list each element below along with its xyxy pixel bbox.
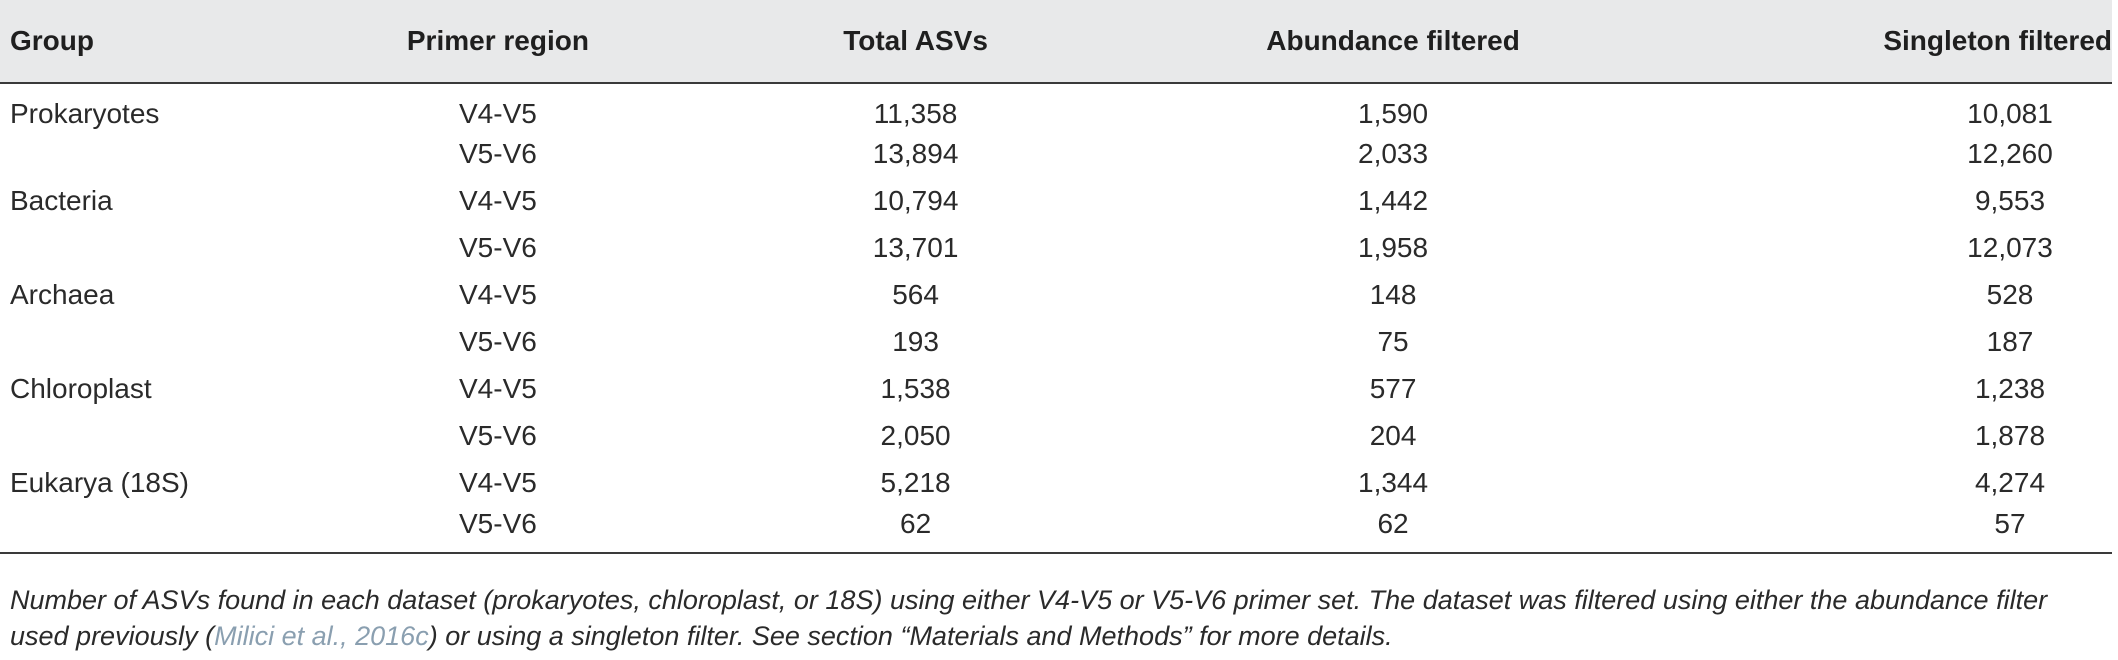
table-header: Group Primer region Total ASVs Abundance…: [0, 0, 2112, 84]
cell-singleton-wrap: 9,553: [1642, 177, 2112, 224]
cell-singleton: 9,553: [1974, 184, 2046, 216]
header-row: Group Primer region Total ASVs Abundance…: [0, 0, 2112, 84]
asv-table: Group Primer region Total ASVs Abundance…: [0, 0, 2112, 554]
cell-primer: V4-V5: [459, 466, 537, 498]
table-row: V5-V6 13,701 1,958 12,073: [0, 224, 2112, 271]
table-row: Archaea V4-V5 564 148 528: [0, 271, 2112, 318]
cell-singleton-wrap: 528: [1642, 271, 2112, 318]
cell-group: [0, 506, 309, 554]
table-row: Chloroplast V4-V5 1,538 577 1,238: [0, 365, 2112, 412]
header-abundance-filtered: Abundance filtered: [1144, 0, 1642, 84]
cell-primer: V5-V6: [459, 231, 537, 263]
table-row: V5-V6 2,050 204 1,878: [0, 412, 2112, 459]
table-row: Eukarya (18S) V4-V5 5,218 1,344 4,274: [0, 459, 2112, 506]
cell-singleton: 1,238: [1974, 372, 2046, 404]
cell-singleton: 12,073: [1967, 231, 2053, 263]
table-row: V5-V6 13,894 2,033 12,260: [0, 130, 2112, 177]
cell-abundance: 577: [1369, 372, 1417, 404]
cell-abundance: 1,590: [1358, 98, 1429, 129]
cell-group: Bacteria: [10, 184, 113, 216]
cell-abundance: 1,958: [1358, 231, 1429, 263]
cell-abundance: 148: [1369, 278, 1417, 310]
cell-singleton-wrap: 12,260: [1642, 130, 2112, 177]
cell-group: Chloroplast: [10, 372, 152, 404]
table-row: Prokaryotes V4-V5 11,358 1,590 10,081: [0, 83, 2112, 130]
cell-group: [0, 412, 309, 459]
cell-abundance: 75: [1377, 325, 1409, 357]
cell-singleton: 12,260: [1967, 137, 2053, 169]
footnote-text-after: ) or using a singleton filter. See secti…: [428, 621, 1393, 651]
cell-primer: V5-V6: [459, 325, 537, 357]
cell-total: 11,358: [873, 98, 958, 129]
cell-group: [0, 224, 309, 271]
cell-primer: V4-V5: [459, 278, 537, 310]
table-body: Prokaryotes V4-V5 11,358 1,590 10,081 V5…: [0, 83, 2112, 554]
cell-singleton: 187: [1986, 325, 2034, 357]
citation-link[interactable]: Milici et al., 2016c: [214, 621, 429, 651]
cell-singleton-wrap: 1,878: [1642, 412, 2112, 459]
cell-total: 13,701: [872, 231, 959, 263]
cell-primer: V5-V6: [459, 137, 537, 169]
cell-singleton: 1,878: [1974, 419, 2046, 451]
cell-singleton: 57: [1994, 508, 2026, 539]
cell-primer: V4-V5: [459, 184, 537, 216]
cell-singleton-wrap: 12,073: [1642, 224, 2112, 271]
cell-group: Archaea: [10, 278, 115, 310]
cell-total: 2,050: [880, 419, 951, 451]
cell-primer: V4-V5: [459, 98, 537, 129]
cell-abundance: 2,033: [1358, 137, 1429, 169]
cell-singleton-wrap: 1,238: [1642, 365, 2112, 412]
cell-singleton-wrap: 187: [1642, 318, 2112, 365]
cell-group: [0, 130, 309, 177]
cell-total: 62: [686, 506, 1145, 554]
cell-primer: V5-V6: [459, 419, 537, 451]
table-footnote: Number of ASVs found in each dataset (pr…: [10, 582, 2110, 654]
header-total-asvs: Total ASVs: [686, 0, 1145, 84]
cell-total: 564: [892, 278, 939, 310]
cell-abundance: 204: [1369, 419, 1417, 451]
cell-total: 1,538: [880, 372, 951, 404]
header-singleton-filtered: Singleton filtered: [1641, 0, 2112, 84]
cell-group: [0, 318, 309, 365]
header-group: Group: [0, 0, 309, 84]
cell-singleton-wrap: 57: [1641, 506, 2112, 554]
cell-primer: V5-V6: [308, 506, 687, 554]
cell-primer: V4-V5: [459, 372, 537, 404]
cell-abundance: 1,344: [1358, 466, 1429, 498]
cell-total: 13,894: [872, 137, 959, 169]
cell-singleton: 528: [1986, 278, 2034, 310]
cell-singleton-wrap: 10,081: [1642, 83, 2112, 130]
footnote-text-before: Number of ASVs found in each dataset (pr…: [10, 585, 2048, 651]
cell-total: 193: [892, 325, 939, 357]
table-row: V5-V6 193 75 187: [0, 318, 2112, 365]
cell-singleton: 4,274: [1974, 466, 2046, 498]
cell-total: 5,218: [880, 466, 951, 498]
cell-total: 10,794: [872, 184, 959, 216]
table-row: V5-V6 62 62 57: [0, 506, 2112, 554]
cell-singleton-wrap: 4,274: [1642, 459, 2112, 506]
cell-abundance: 62: [1144, 506, 1642, 554]
table-row: Bacteria V4-V5 10,794 1,442 9,553: [0, 177, 2112, 224]
cell-group: Eukarya (18S): [10, 466, 189, 498]
cell-abundance: 1,442: [1358, 184, 1429, 216]
header-primer-region: Primer region: [308, 0, 687, 84]
cell-singleton: 10,081: [1967, 98, 2053, 129]
cell-group: Prokaryotes: [10, 98, 160, 129]
